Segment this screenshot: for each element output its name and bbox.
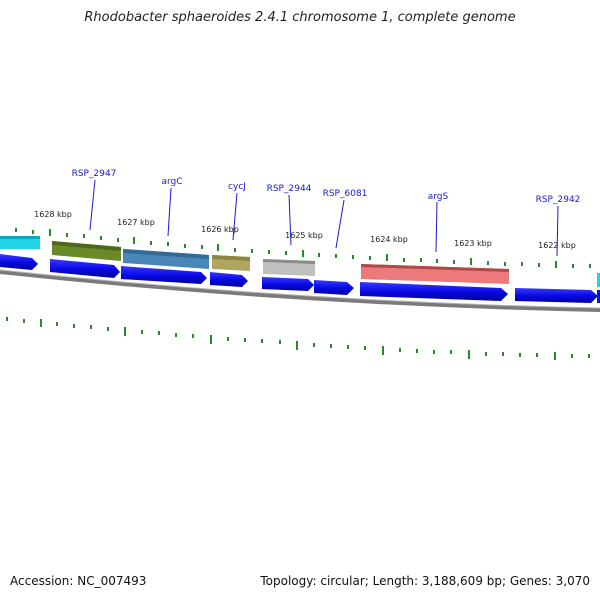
cds-arrow[interactable] [314, 280, 354, 295]
cds-arrow[interactable] [597, 290, 600, 303]
map-title: Rhodobacter sphaeroides 2.4.1 chromosome… [84, 10, 516, 25]
kbp-label: 1624 kbp [370, 235, 408, 244]
gene-label[interactable]: RSP_2942 [536, 195, 581, 205]
feature-block[interactable] [0, 236, 40, 249]
cds-arrow[interactable] [360, 282, 508, 301]
cds-arrow[interactable] [210, 272, 248, 287]
cds-arrow[interactable] [121, 266, 207, 284]
cds-arrow[interactable] [0, 254, 38, 270]
gene-label[interactable]: RSP_6081 [323, 189, 368, 199]
feature-block[interactable] [597, 273, 600, 287]
gene-label[interactable]: argC [161, 177, 182, 187]
gene-label[interactable]: RSP_2947 [72, 169, 117, 179]
chromosome-backbone [0, 270, 600, 312]
cds-track [0, 254, 600, 303]
accession-text: Accession: NC_007493 [10, 574, 147, 588]
kbp-label: 1627 kbp [117, 218, 155, 227]
kbp-label: 1626 kbp [201, 225, 239, 234]
gene-label-leaders [89, 179, 559, 257]
kbp-label: 1623 kbp [454, 239, 492, 248]
feature-track [0, 236, 600, 287]
kbp-label: 1628 kbp [34, 210, 72, 219]
kbp-labels: 1628 kbp 1627 kbp 1626 kbp 1625 kbp 1624… [34, 210, 576, 250]
gene-label[interactable]: RSP_2944 [267, 184, 312, 194]
cds-arrow[interactable] [262, 277, 314, 291]
lower-tick-marks [6, 317, 590, 360]
genome-summary-text: Topology: circular; Length: 3,188,609 bp… [260, 574, 590, 588]
cds-arrow[interactable] [515, 288, 598, 303]
gene-label[interactable]: argS [428, 192, 449, 202]
kbp-label: 1622 kbp [538, 241, 576, 250]
gene-labels: RSP_2947 argC cycJ RSP_2944 RSP_6081 arg… [72, 169, 581, 205]
gene-label[interactable]: cycJ [228, 182, 246, 192]
kbp-label: 1625 kbp [285, 231, 323, 240]
upper-tick-marks [15, 228, 591, 268]
cds-arrow[interactable] [50, 259, 120, 278]
